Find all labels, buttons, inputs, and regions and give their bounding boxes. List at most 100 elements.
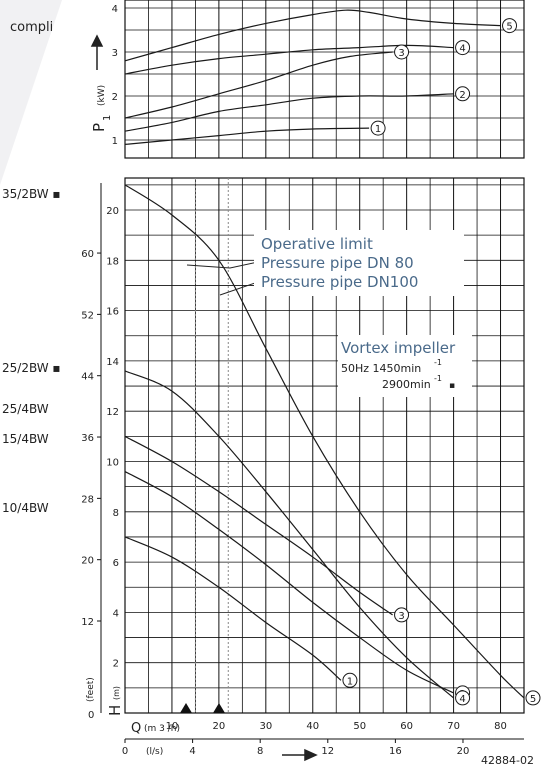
- flow-m3h-tick-label: 70: [447, 721, 460, 732]
- flow-unit: (m 3 /h): [144, 724, 180, 734]
- power-curve-marker-label-3: 3: [398, 48, 404, 59]
- model-label-25-4bw: 25/4BW: [2, 402, 49, 416]
- flow-ls-tick-label: 0: [122, 746, 128, 757]
- power-curve-marker-3: [394, 44, 410, 60]
- flow-m3h-tick-label: 80: [494, 721, 507, 732]
- model-label-25-2bw: 25/2BW ▪: [2, 361, 61, 375]
- callout-line-dn80: [186, 261, 259, 269]
- flow-m3h-tick-label: 40: [306, 721, 319, 732]
- flow-ls-tick-label: 16: [389, 746, 402, 757]
- head-grid-frame: [124, 177, 525, 714]
- head-curves: [124, 184, 525, 699]
- head-curve-marker-label-3: 3: [398, 611, 404, 622]
- head-curve-2: [124, 471, 454, 694]
- power-curve-5: [124, 9, 501, 62]
- power-tick-label: 2: [112, 92, 118, 103]
- head-tick-label: 20: [106, 206, 119, 217]
- callout-line-1: Operative limit: [261, 235, 373, 253]
- power-grid: [124, 0, 525, 159]
- head-curve-marker-label-1: 1: [347, 676, 353, 687]
- head-curve-5: [124, 184, 525, 699]
- operative-limit-callout: Operative limit Pressure pipe DN 80 Pres…: [254, 230, 464, 296]
- triangle-marker-dn80: [180, 703, 192, 713]
- power-curve-marker-5: [502, 18, 518, 34]
- power-axis-ticks: 1 2 3 4: [112, 4, 118, 147]
- feet-tick-label: 44: [81, 372, 94, 383]
- power-unit: (kW): [97, 85, 107, 106]
- power-curve-marker-label-1: 1: [375, 124, 381, 135]
- impeller-speed-1-exp: -1: [434, 358, 442, 367]
- arrow-right-icon: [282, 748, 318, 762]
- head-symbol: H: [106, 705, 124, 716]
- flow-ls-tick-label: 20: [457, 746, 470, 757]
- feet-tick-label: 20: [81, 556, 94, 567]
- power-curve-marker-1: [370, 120, 386, 136]
- power-panel: 1 2 3 4 5 1 2 3 4: [112, 0, 525, 159]
- power-tick-label: 3: [112, 48, 118, 59]
- triangle-marker-dn100: [213, 703, 225, 713]
- head-tick-label: 10: [106, 458, 119, 469]
- callout-line-2: Pressure pipe DN 80: [261, 254, 414, 272]
- header-text: compli: [10, 20, 53, 35]
- power-curve-markers: 1 2 3 4 5: [370, 18, 518, 136]
- feet-tick-label: 28: [81, 494, 94, 505]
- power-grid-frame: [124, 0, 525, 159]
- flow-m3h-tick-label: 50: [353, 721, 366, 732]
- head-axis-ticks: 2 4 6 8 10 12 14 16 18 20: [106, 206, 119, 670]
- power-curve-3: [124, 51, 393, 119]
- callout-box: [254, 230, 464, 296]
- head-curve-marker-3: [394, 607, 410, 623]
- callout-line-3: Pressure pipe DN100: [261, 273, 418, 291]
- flow-ls-tick-label: 12: [321, 746, 334, 757]
- head-curve-marker-label-4: 4: [459, 694, 465, 705]
- head-tick-label: 4: [113, 608, 119, 619]
- head-curve-1: [124, 536, 342, 681]
- feet-tick-label: 12: [81, 617, 94, 628]
- impeller-speed-2-mark: ▪: [449, 381, 455, 391]
- power-curve-marker-label-5: 5: [506, 22, 512, 33]
- head-tick-label: 8: [113, 508, 119, 519]
- model-label-10-4bw: 10/4BW: [2, 501, 49, 515]
- head-tick-label: 6: [113, 558, 119, 569]
- flow-m3h-tick-label: 20: [213, 721, 226, 732]
- feet-tick-0: 0: [88, 710, 94, 721]
- impeller-info: Vortex impeller 50Hz 1450min -1 2900min …: [338, 335, 472, 397]
- flow-m3h-tick-label: 60: [400, 721, 413, 732]
- head-axis-label: H (m) (feet) 0: [86, 677, 124, 721]
- head-curve-marker-1: [342, 672, 358, 688]
- power-curve-marker-2: [455, 86, 471, 102]
- impeller-title: Vortex impeller: [341, 339, 456, 357]
- flow-ls-tick-label: 4: [189, 746, 195, 757]
- head-tick-label: 2: [113, 659, 119, 670]
- power-curve-2: [124, 93, 454, 132]
- head-tick-label: 16: [106, 307, 119, 318]
- flow-ls-ticks: 0 4 8 12 16 20: [122, 738, 524, 757]
- head-tick-label: 14: [106, 357, 119, 368]
- head-curve-3: [124, 435, 393, 616]
- head-curve-marker-5: [525, 690, 541, 706]
- power-tick-label: 4: [112, 4, 118, 15]
- impeller-box: [338, 335, 472, 397]
- feet-axis-ticks: 12 20 28 36 44 52 60: [81, 183, 102, 713]
- head-curve-4: [124, 370, 454, 699]
- feet-tick-label: 36: [81, 433, 94, 444]
- feet-tick-label: 52: [81, 310, 94, 321]
- head-curve-marker-label-5: 5: [530, 694, 536, 705]
- head-tick-label: 18: [106, 256, 119, 267]
- power-curve-1: [124, 127, 370, 145]
- impeller-speed-2-exp: -1: [434, 374, 442, 383]
- operative-limit-lines: [194, 178, 229, 713]
- flow-m3h-tick-label: 30: [259, 721, 272, 732]
- power-tick-label: 1: [112, 136, 118, 147]
- model-label-35-2bw: 35/2BW ▪: [2, 187, 61, 201]
- feet-tick-label: 60: [81, 249, 94, 260]
- power-axis-label: P 1 (kW): [90, 34, 113, 132]
- power-subscript: 1: [102, 115, 113, 121]
- flow-ls-tick-label: 8: [257, 746, 263, 757]
- flow-axis-labels: Q (m 3 /h) (l/s): [131, 721, 318, 762]
- head-curve-marker-4: [455, 690, 471, 706]
- arrow-up-icon: [90, 34, 104, 70]
